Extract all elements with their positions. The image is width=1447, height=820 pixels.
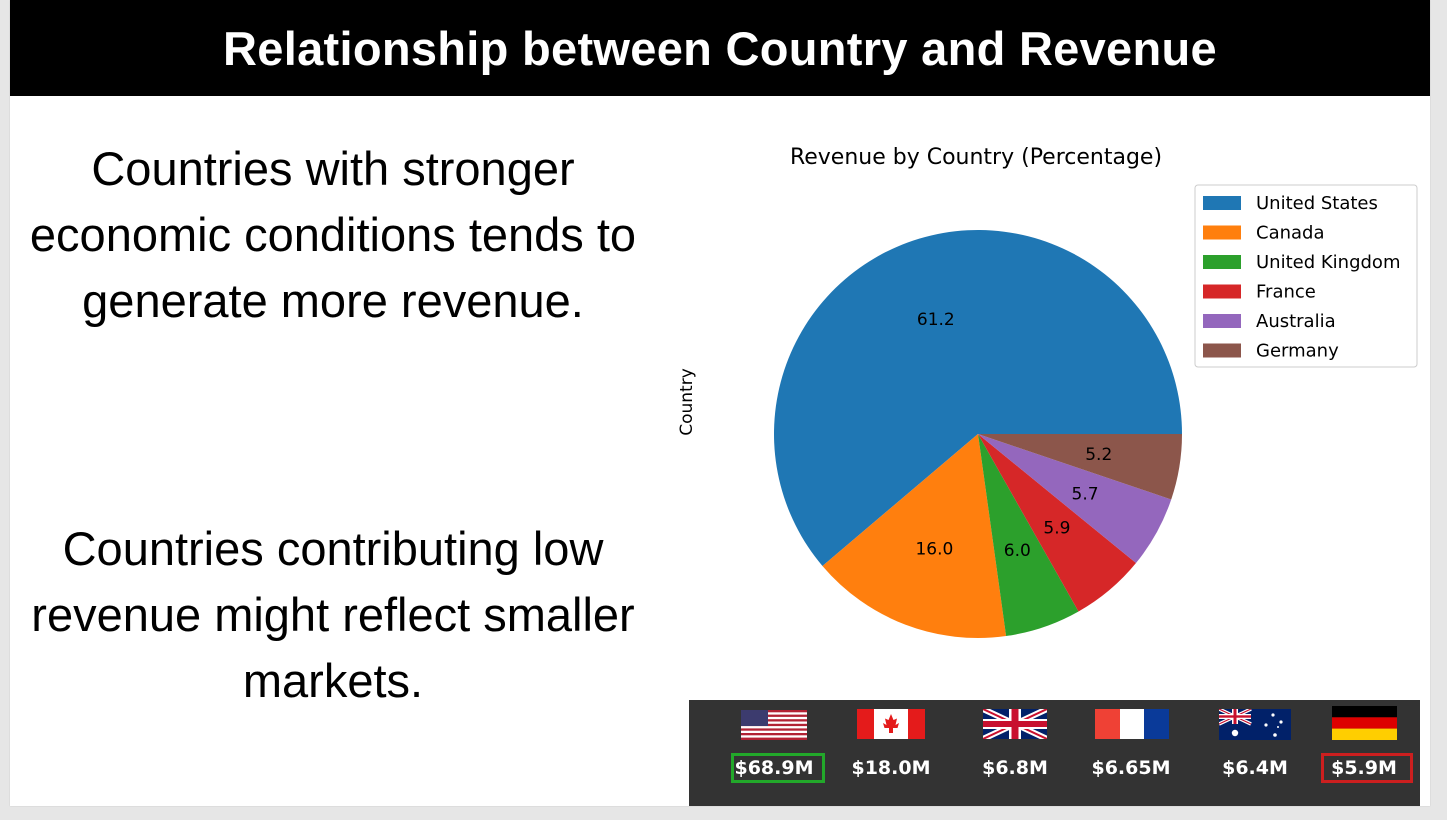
revenue-item-united-kingdom: $6.8M bbox=[965, 700, 1065, 806]
revenue-item-australia: $6.4M bbox=[1205, 700, 1305, 806]
legend-swatch bbox=[1203, 343, 1241, 358]
chart-ylabel: Country bbox=[677, 368, 697, 436]
legend-swatch bbox=[1203, 255, 1241, 269]
pie-slice-united-kingdom bbox=[978, 434, 1079, 637]
legend-swatch bbox=[1203, 314, 1241, 328]
germany-amount: $5.9M bbox=[1331, 757, 1397, 779]
pie-value-label: 6.0 bbox=[1004, 541, 1031, 561]
legend: United States Canada United Kingdom France A… bbox=[1194, 184, 1418, 368]
revenue-item-france: $6.65M bbox=[1081, 700, 1181, 806]
germany-amount-highlight bbox=[1321, 753, 1413, 783]
revenue-item-united-states: $68.9M bbox=[724, 700, 825, 806]
paragraph-economic-conditions: Countries with stronger economic conditi… bbox=[29, 142, 637, 327]
pie-value-label: 5.2 bbox=[1085, 445, 1112, 465]
pie-slice-united-states bbox=[774, 230, 1182, 566]
legend-label: United Kingdom bbox=[1256, 252, 1400, 273]
legend-swatch bbox=[1203, 196, 1241, 210]
pie-value-label: 16.0 bbox=[915, 539, 953, 559]
chart-title: Revenue by Country (Percentage) bbox=[790, 145, 1162, 170]
pie-chart: Revenue by Country (Percentage) Country … bbox=[660, 120, 1430, 680]
legend-label: Canada bbox=[1256, 223, 1325, 244]
canada-amount: $18.0M bbox=[851, 757, 931, 779]
australia-flag-icon bbox=[1219, 709, 1291, 740]
australia-amount: $6.4M bbox=[1222, 757, 1288, 779]
pie-slices bbox=[774, 230, 1182, 638]
pie-slice-france bbox=[978, 434, 1136, 612]
united-states-amount: $68.9M bbox=[734, 757, 814, 779]
united-kingdom-amount: $6.8M bbox=[982, 757, 1048, 779]
paragraph-smaller-markets: Countries contributing low revenue might… bbox=[31, 522, 635, 707]
revenue-item-germany: $5.9M bbox=[1314, 700, 1414, 806]
united-kingdom-flag-icon bbox=[983, 709, 1047, 739]
legend-swatch bbox=[1203, 225, 1241, 240]
revenue-flag-panel: $68.9M $18.0M $6.8M $6.65M bbox=[689, 700, 1420, 806]
legend-swatch bbox=[1203, 284, 1241, 299]
united-states-amount-highlight bbox=[731, 753, 825, 783]
united-states-flag-icon bbox=[741, 710, 807, 740]
slide: Relationship between Country and Revenue… bbox=[10, 0, 1430, 806]
pie-value-labels: 61.2 16.0 6.0 5.95.7 5.2 bbox=[915, 310, 1112, 561]
legend-label: France bbox=[1256, 282, 1316, 303]
slide-title: Relationship between Country and Revenue bbox=[223, 21, 1217, 75]
france-amount: $6.65M bbox=[1091, 757, 1171, 779]
revenue-item-canada: $18.0M bbox=[841, 700, 941, 806]
pie-chart-svg: Revenue by Country (Percentage) Country … bbox=[677, 145, 1418, 638]
pie-slice-australia bbox=[978, 434, 1172, 564]
title-bar: Relationship between Country and Revenue bbox=[10, 0, 1430, 96]
france-flag-icon bbox=[1095, 709, 1169, 739]
pie-value-label: 5.7 bbox=[1072, 484, 1099, 504]
pie-value-label: 61.2 bbox=[917, 310, 955, 330]
pie-slice-canada bbox=[822, 434, 1007, 638]
legend-label: Germany bbox=[1256, 341, 1339, 362]
legend-frame bbox=[1194, 184, 1418, 368]
germany-flag-icon bbox=[1332, 706, 1397, 740]
legend-label: United States bbox=[1256, 193, 1378, 214]
pie-slice-germany bbox=[978, 434, 1182, 500]
pie-value-label: 5.9 bbox=[1043, 519, 1070, 539]
canada-flag-icon bbox=[857, 709, 925, 739]
legend-label: Australia bbox=[1256, 311, 1336, 332]
